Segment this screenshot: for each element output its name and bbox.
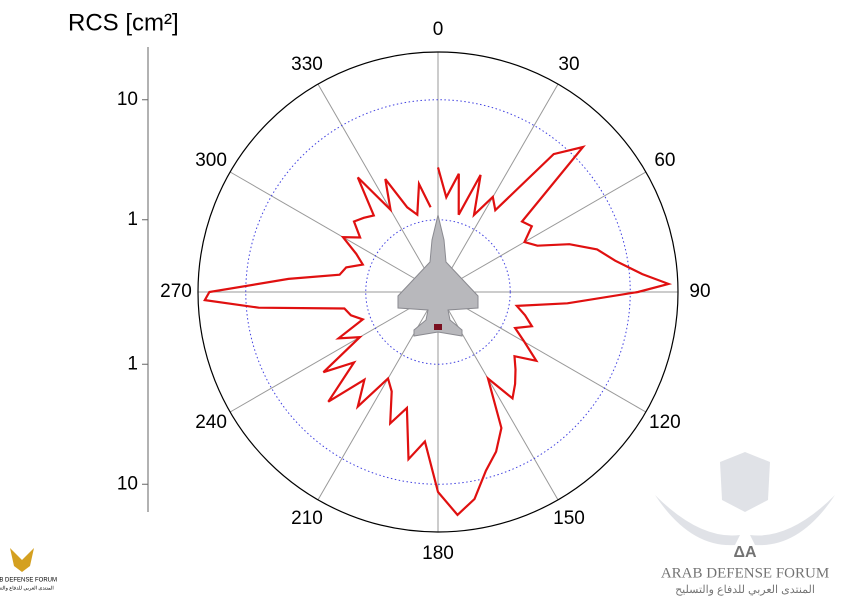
angle-tick-label: 210 bbox=[291, 508, 323, 529]
angle-grid-line bbox=[437, 171, 647, 293]
logo-small: ARAB DEFENSE FORUM المنتدى العربي للدفاع… bbox=[0, 548, 57, 591]
angle-tick-label: 240 bbox=[195, 412, 227, 433]
angle-tick-label: 300 bbox=[195, 150, 227, 171]
angle-tick-label: 330 bbox=[291, 54, 323, 75]
angle-grid-line bbox=[437, 83, 559, 293]
outer-circle bbox=[197, 51, 679, 533]
angle-grid-line bbox=[437, 291, 647, 413]
chart-title: RCS [cm²] bbox=[68, 9, 179, 36]
angle-grid-line bbox=[437, 291, 559, 501]
angle-tick-label: 90 bbox=[689, 281, 710, 302]
watermark-mark: ΔA bbox=[733, 544, 757, 561]
r-tick-label: 10 bbox=[117, 89, 138, 110]
angle-tick-label: 30 bbox=[558, 54, 579, 75]
watermark-name: ARAB DEFENSE FORUM bbox=[661, 565, 829, 581]
angle-tick-label: 180 bbox=[422, 543, 454, 564]
angle-tick-label: 120 bbox=[649, 412, 681, 433]
aircraft bbox=[397, 214, 479, 337]
angle-tick-label: 150 bbox=[553, 508, 585, 529]
r-grid-circle bbox=[365, 219, 511, 365]
watermark-subtitle: المنتدى العربي للدفاع والتسليح bbox=[675, 584, 815, 596]
angle-grid-line bbox=[317, 83, 439, 293]
r-grid-circle bbox=[245, 99, 631, 485]
r-tick-label: 10 bbox=[117, 473, 138, 494]
watermark: ΔA ARAB DEFENSE FORUM المنتدى العربي للد… bbox=[655, 452, 835, 596]
angle-tick-label: 270 bbox=[160, 281, 192, 302]
logo-small-subtitle: المنتدى العربي للدفاع والتسليح bbox=[0, 585, 54, 591]
logo-small-text: ARAB DEFENSE FORUM bbox=[0, 578, 57, 584]
angle-grid-line bbox=[229, 291, 439, 413]
angle-tick-label: 0 bbox=[433, 19, 444, 40]
r-tick-label: 1 bbox=[127, 209, 138, 230]
r-tick-label: 1 bbox=[127, 353, 138, 374]
angle-grid-line bbox=[229, 171, 439, 293]
rcs-trace bbox=[203, 145, 673, 517]
angle-tick-label: 60 bbox=[654, 150, 675, 171]
